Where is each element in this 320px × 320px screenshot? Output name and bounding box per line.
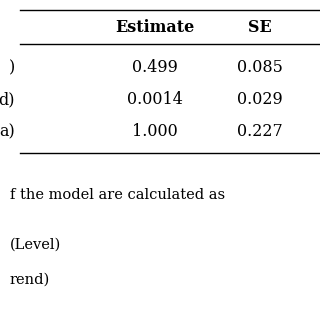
Text: f the model are calculated as: f the model are calculated as [10, 188, 225, 202]
Text: 1.000: 1.000 [132, 124, 178, 140]
Text: Estimate: Estimate [116, 20, 195, 36]
Text: 0.029: 0.029 [237, 92, 283, 108]
Text: rend): rend) [10, 273, 50, 287]
Text: 0.0014: 0.0014 [127, 92, 183, 108]
Text: a): a) [0, 124, 15, 140]
Text: 0.499: 0.499 [132, 60, 178, 76]
Text: d): d) [0, 92, 15, 108]
Text: 0.227: 0.227 [237, 124, 283, 140]
Text: SE: SE [248, 20, 272, 36]
Text: (Level): (Level) [10, 238, 61, 252]
Text: 0.085: 0.085 [237, 60, 283, 76]
Text: ): ) [9, 60, 15, 76]
